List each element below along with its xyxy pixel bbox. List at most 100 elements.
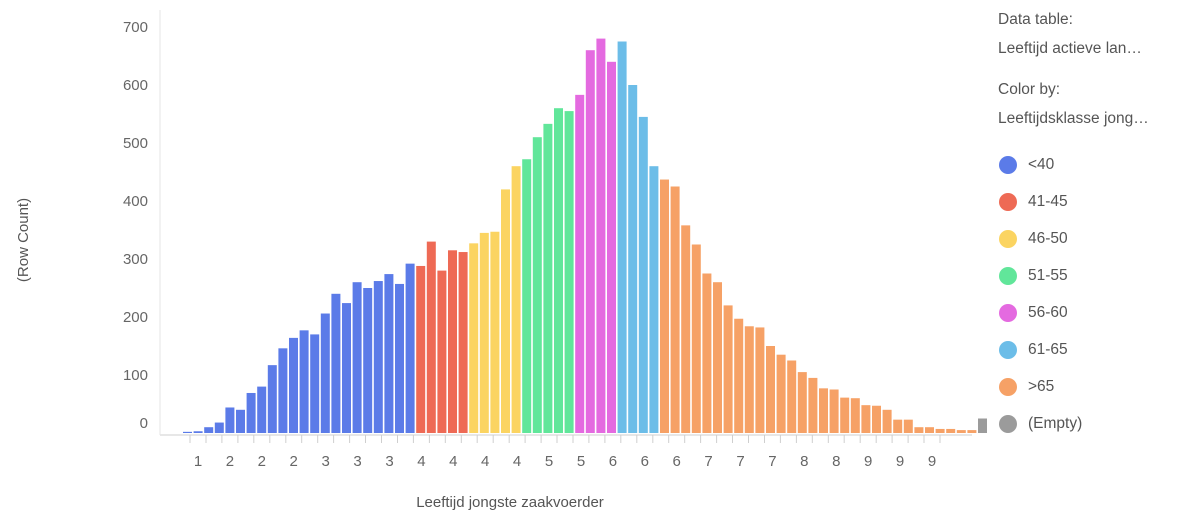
legend-items: <40 41-45 46-50 51-55 56-60 61-65 >65 (Empty) [998,146,1193,442]
data-table-selector[interactable]: Leeftijd actieve lan… [998,40,1142,57]
bar[interactable] [766,346,775,433]
x-tick-label: 5 [545,453,553,470]
bar[interactable] [585,50,595,433]
bar[interactable] [935,428,945,433]
bar[interactable] [713,282,722,433]
bar[interactable] [649,166,659,433]
bar[interactable] [384,274,394,433]
x-tick-label: 7 [704,453,712,470]
bar[interactable] [426,241,436,433]
bar[interactable] [787,360,797,434]
bar[interactable] [797,372,807,433]
bar[interactable] [331,293,341,433]
bar[interactable] [808,377,818,433]
bar[interactable] [289,337,298,433]
legend-swatch-icon [999,377,1017,396]
legend-swatch-icon [999,303,1017,322]
bar[interactable] [236,409,245,433]
bar[interactable] [225,407,235,433]
bar[interactable] [638,116,648,434]
bar-chart[interactable]: 0 100 200 300 400 500 600 700 1 2 2 2 3 3 3 4 4 4 4 5 5 6 6 6 7… [0,0,995,515]
bar[interactable] [575,94,585,434]
bar[interactable] [352,282,362,433]
bar[interactable] [554,108,563,433]
x-tick-label: 9 [928,453,936,470]
x-tick-label: 8 [800,453,808,470]
legend-item[interactable]: 46-50 [998,220,1193,257]
bar[interactable] [819,388,828,433]
bar[interactable] [829,389,839,434]
bar[interactable] [861,405,871,433]
bar[interactable] [363,288,373,433]
bar[interactable] [872,405,881,433]
bar[interactable] [660,179,669,433]
legend-item[interactable]: 61-65 [998,331,1193,368]
bar[interactable] [776,354,786,433]
bar[interactable] [310,334,320,433]
bar[interactable] [490,231,500,433]
bar[interactable] [246,392,256,433]
bar[interactable] [903,419,913,433]
bar[interactable] [702,273,712,434]
bar[interactable] [193,431,203,433]
bar[interactable] [469,243,479,433]
bar[interactable] [882,409,892,433]
bar[interactable] [416,265,426,433]
x-tick-label: 3 [353,453,361,470]
legend-item[interactable]: (Empty) [998,405,1193,442]
bar[interactable] [564,111,574,433]
bar[interactable] [405,263,415,433]
bar[interactable] [925,427,934,433]
bar[interactable] [183,431,192,433]
bar[interactable] [607,61,616,434]
bar[interactable] [278,348,288,433]
bar[interactable] [723,305,733,433]
x-tick-label: 7 [736,453,744,470]
bar[interactable] [956,430,966,433]
x-tick-label: 3 [385,453,393,470]
bar[interactable] [967,430,977,433]
bar[interactable] [850,398,860,433]
bar[interactable] [532,137,542,433]
legend-item[interactable]: 51-55 [998,257,1193,294]
bar[interactable] [257,386,267,433]
bar[interactable] [437,270,447,433]
bar[interactable] [395,283,404,433]
bar[interactable] [458,252,468,433]
bar[interactable] [628,85,638,433]
bar[interactable] [617,41,627,434]
bar[interactable] [479,232,489,433]
bar[interactable] [320,313,330,433]
legend-item[interactable]: >65 [998,368,1193,405]
bar[interactable] [914,427,924,433]
bar[interactable] [501,189,510,433]
legend-item[interactable]: 41-45 [998,183,1193,220]
x-axis-title: Leeftijd jongste zaakvoerder [416,494,604,511]
y-axis-ticks: 0 100 200 300 400 500 600 700 [123,19,148,432]
bar[interactable] [681,225,691,433]
bar[interactable] [511,166,521,433]
bar[interactable] [373,281,383,433]
bar[interactable] [342,303,351,433]
bar[interactable] [734,318,744,433]
bar[interactable] [522,159,532,434]
bar[interactable] [204,427,214,433]
bar[interactable] [543,123,553,434]
legend-item[interactable]: <40 [998,146,1193,183]
legend-item[interactable]: 56-60 [998,294,1193,331]
bar[interactable] [744,326,754,433]
bar[interactable] [978,418,987,434]
bar[interactable] [670,186,680,434]
bar[interactable] [946,428,956,433]
bar[interactable] [893,419,903,433]
bar[interactable] [840,397,850,433]
bar[interactable] [691,244,701,434]
bar[interactable] [448,250,457,433]
bar[interactable] [755,327,765,433]
bar[interactable] [299,330,309,433]
bar[interactable] [596,38,606,433]
bar[interactable] [214,422,224,433]
x-axis-ticks: 1 2 2 2 3 3 3 4 4 4 4 5 5 6 6 6 7 7 7 8 8 9 9 9 [189,435,941,470]
bar[interactable] [267,365,277,433]
color-by-selector[interactable]: Leeftijdsklasse jong… [998,110,1149,127]
